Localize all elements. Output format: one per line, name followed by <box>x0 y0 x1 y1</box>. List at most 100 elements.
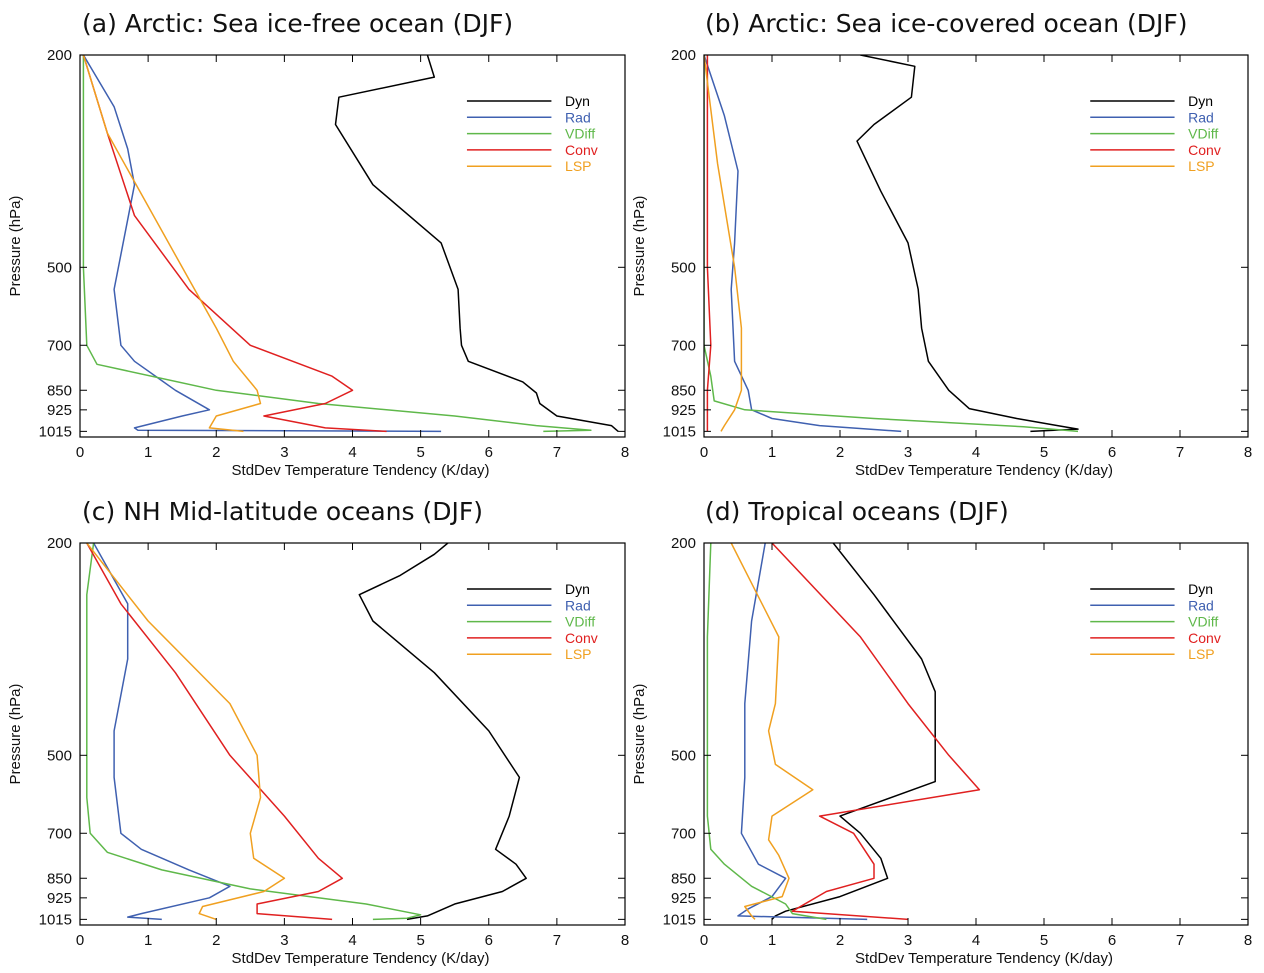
legend-label-rad: Rad <box>1188 109 1214 125</box>
x-tick-label: 8 <box>1244 932 1252 949</box>
y-tick-label: 700 <box>47 825 72 842</box>
series-line-vdiff <box>82 55 592 433</box>
series-line-rad <box>82 55 442 433</box>
y-tick-label: 925 <box>671 890 696 907</box>
y-tick-label: 1015 <box>663 423 696 440</box>
series-line-rad <box>704 55 902 433</box>
y-tick-label: 700 <box>47 337 72 354</box>
legend-label-vdiff: VDiff <box>1188 614 1218 630</box>
x-tick-label: 1 <box>144 444 152 461</box>
x-tick-label: 7 <box>1176 932 1184 949</box>
series-line-conv <box>86 543 344 921</box>
x-tick-label: 6 <box>1108 932 1116 949</box>
x-axis-label: StdDev Temperature Tendency (K/day) <box>232 950 490 967</box>
x-tick-label: 8 <box>621 444 629 461</box>
y-tick-label: 925 <box>671 402 696 419</box>
x-tick-label: 6 <box>485 932 493 949</box>
y-tick-label: 200 <box>671 47 696 64</box>
x-axis-label: StdDev Temperature Tendency (K/day) <box>855 950 1113 967</box>
x-tick-label: 2 <box>836 932 844 949</box>
legend-label-conv: Conv <box>1188 630 1221 646</box>
x-tick-label: 6 <box>485 444 493 461</box>
series-line-vdiff <box>704 55 1079 433</box>
x-axis-label: StdDev Temperature Tendency (K/day) <box>232 462 490 479</box>
y-tick-label: 200 <box>47 47 72 64</box>
y-tick-label: 850 <box>671 382 696 399</box>
x-tick-label: 3 <box>904 444 912 461</box>
series-line-rad <box>92 543 231 921</box>
x-tick-label: 4 <box>972 444 980 461</box>
legend-label-conv: Conv <box>565 630 598 646</box>
y-axis-label: Pressure (hPa) <box>7 196 24 297</box>
series-line-vdiff <box>86 543 422 921</box>
y-tick-label: 850 <box>47 382 72 399</box>
x-tick-label: 0 <box>76 444 84 461</box>
legend-label-vdiff: VDiff <box>565 126 595 142</box>
x-tick-label: 6 <box>1108 444 1116 461</box>
y-tick-label: 700 <box>671 825 696 842</box>
x-tick-label: 2 <box>212 444 220 461</box>
plot-frame <box>703 54 1249 438</box>
y-tick-label: 1015 <box>663 911 696 928</box>
x-tick-label: 2 <box>836 444 844 461</box>
x-tick-label: 8 <box>621 932 629 949</box>
series-line-rad <box>737 543 868 921</box>
x-tick-label: 3 <box>280 932 288 949</box>
x-tick-label: 0 <box>700 444 708 461</box>
y-tick-label: 500 <box>671 259 696 276</box>
x-tick-label: 1 <box>144 932 152 949</box>
series-line-conv <box>771 543 981 921</box>
legend-label-dyn: Dyn <box>1188 581 1213 597</box>
y-tick-label: 850 <box>47 870 72 887</box>
plot-frame <box>703 542 1249 926</box>
series-line-dyn <box>334 55 619 432</box>
legend-label-rad: Rad <box>565 109 591 125</box>
y-tick-label: 850 <box>671 870 696 887</box>
x-tick-label: 2 <box>212 932 220 949</box>
x-tick-label: 1 <box>768 932 776 949</box>
x-tick-label: 5 <box>416 444 424 461</box>
y-axis-label: Pressure (hPa) <box>631 684 648 785</box>
x-tick-label: 5 <box>1040 932 1048 949</box>
panel-d: (d) Tropical oceans (DJF) 0 1 2 3 4 5 6 7 8 200 500… <box>631 497 1252 967</box>
x-tick-label: 7 <box>553 932 561 949</box>
y-axis-label: Pressure (hPa) <box>7 684 24 785</box>
panel-title: (d) Tropical oceans (DJF) <box>705 497 1009 526</box>
panel-a: (a) Arctic: Sea ice-free ocean (DJF) 0 1 2 3… <box>7 9 629 479</box>
panel-title: (b) Arctic: Sea ice-covered ocean (DJF) <box>705 9 1188 38</box>
x-tick-label: 0 <box>700 932 708 949</box>
legend-label-dyn: Dyn <box>565 581 590 597</box>
x-tick-label: 5 <box>1040 444 1048 461</box>
legend-label-dyn: Dyn <box>1188 93 1213 109</box>
legend-label-conv: Conv <box>1188 142 1221 158</box>
y-tick-label: 200 <box>671 535 696 552</box>
y-tick-label: 500 <box>47 747 72 764</box>
series-line-vdiff <box>706 543 827 921</box>
panel-title: (c) NH Mid-latitude oceans (DJF) <box>82 497 483 526</box>
x-axis-label: StdDev Temperature Tendency (K/day) <box>855 462 1113 479</box>
legend-label-vdiff: VDiff <box>1188 126 1218 142</box>
series-line-dyn <box>856 55 1079 433</box>
x-tick-label: 1 <box>768 444 776 461</box>
panel-b: (b) Arctic: Sea ice-covered ocean (DJF) 0… <box>631 9 1252 479</box>
x-tick-label: 7 <box>1176 444 1184 461</box>
series-line-dyn <box>358 543 527 921</box>
legend-label-lsp: LSP <box>1188 158 1214 174</box>
x-tick-label: 7 <box>553 444 561 461</box>
series-line-dyn <box>771 543 936 920</box>
series-line-conv <box>82 55 387 433</box>
y-tick-label: 700 <box>671 337 696 354</box>
x-tick-label: 8 <box>1244 444 1252 461</box>
y-tick-label: 200 <box>47 535 72 552</box>
y-tick-label: 925 <box>47 402 72 419</box>
series-line-lsp <box>704 55 743 432</box>
legend-label-vdiff: VDiff <box>565 614 595 630</box>
legend-label-dyn: Dyn <box>565 93 590 109</box>
legend-label-rad: Rad <box>1188 597 1214 613</box>
series-line-lsp <box>82 55 262 433</box>
x-tick-label: 5 <box>416 932 424 949</box>
